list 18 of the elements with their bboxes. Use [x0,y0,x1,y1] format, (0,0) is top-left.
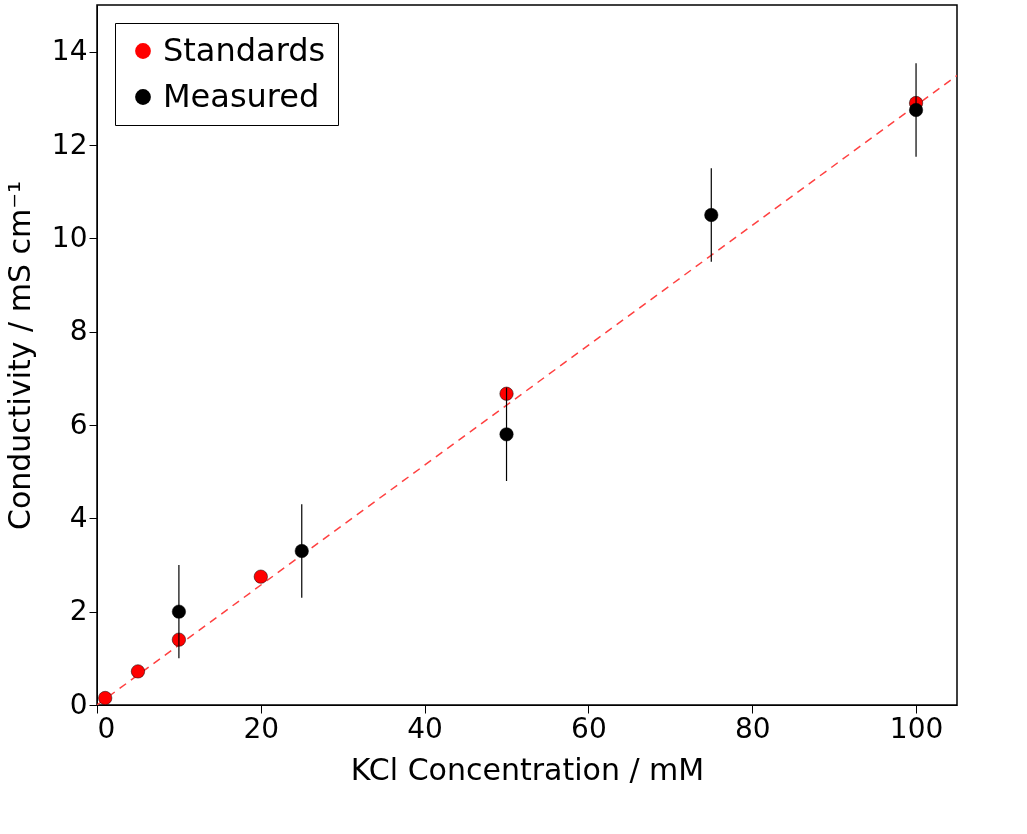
y-tick-label: 2 [69,594,88,628]
legend-label: Standards [163,31,326,69]
y-tick-label: 6 [69,407,88,441]
x-tick-label: 40 [407,711,443,745]
legend-label: Measured [163,77,320,115]
x-tick-label: 80 [734,711,771,745]
y-tick-label: 0 [69,687,88,721]
x-tick-label: 20 [243,711,280,745]
y-tick-label: 8 [69,314,88,348]
y-axis-title: Conductivity / mS cm⁻¹ [1,180,37,531]
x-axis-title: KCl Concentration / mM [350,751,705,787]
x-tick-label: 100 [889,711,944,745]
y-tick-label: 14 [51,34,88,68]
y-tick-label: 10 [51,220,88,254]
y-tick-label: 4 [69,500,88,534]
x-tick-label: 60 [571,711,607,745]
y-tick-label: 12 [51,127,88,161]
x-tick-label: 0 [97,711,116,745]
